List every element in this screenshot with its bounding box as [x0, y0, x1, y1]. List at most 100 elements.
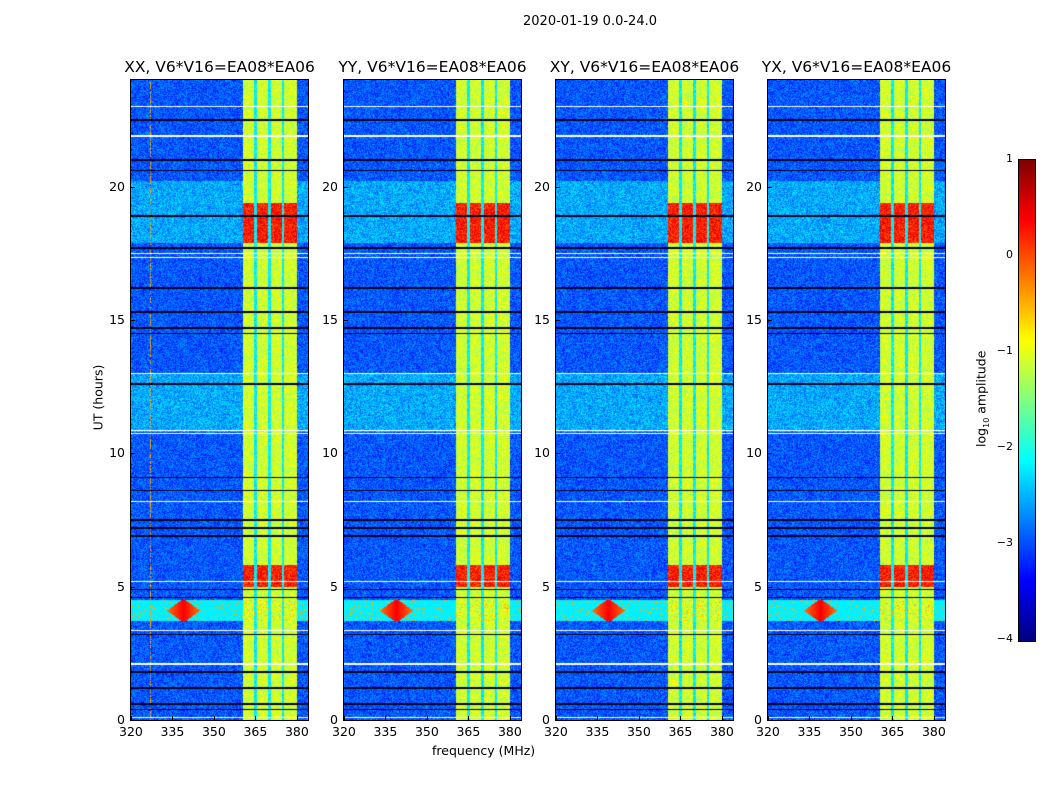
y-tick-label: 5 — [330, 578, 338, 594]
x-tick-mark — [892, 716, 894, 720]
x-tick-mark — [426, 716, 428, 720]
y-tick-mark — [344, 320, 348, 321]
x-tick-label: 350 — [414, 724, 439, 739]
y-tick-label: 10 — [109, 445, 125, 461]
colorbar — [1018, 159, 1036, 642]
x-tick-label: 365 — [880, 724, 905, 739]
y-tick-label: 5 — [542, 578, 550, 594]
y-tick-label: 20 — [322, 178, 338, 194]
x-tick-mark — [172, 716, 174, 720]
x-tick-mark — [344, 716, 345, 720]
colorbar-tick-label: −1 — [996, 344, 1013, 357]
x-tick-label: 335 — [160, 724, 185, 739]
x-axis-label: frequency (MHz) — [432, 743, 536, 758]
x-tick-label: 320 — [332, 724, 356, 739]
y-tick-mark — [556, 586, 560, 588]
spectrogram-panel — [555, 79, 734, 721]
x-tick-mark — [213, 716, 215, 720]
x-tick-label: 335 — [797, 724, 822, 739]
x-tick-label: 320 — [544, 724, 568, 739]
colorbar-label: log10 amplitude — [973, 350, 991, 447]
y-tick-mark — [768, 453, 772, 455]
colorbar-tick-label: −3 — [996, 536, 1013, 549]
y-tick-label: 5 — [117, 578, 125, 594]
x-tick-label: 350 — [838, 724, 863, 739]
x-tick-mark — [721, 716, 723, 720]
x-tick-label: 380 — [921, 724, 946, 739]
panel-title: XX, V6*V16=EA08*EA06 — [124, 58, 315, 76]
y-tick-label: 0 — [330, 712, 338, 727]
x-tick-mark — [768, 716, 769, 720]
colorbar-tick-label: 0 — [1006, 248, 1013, 261]
x-tick-label: 380 — [284, 724, 309, 739]
y-tick-mark — [131, 720, 135, 721]
y-tick-label: 10 — [322, 445, 338, 461]
x-tick-label: 350 — [626, 724, 651, 739]
y-tick-mark — [344, 453, 348, 455]
y-tick-mark — [344, 186, 348, 188]
x-tick-label: 365 — [243, 724, 268, 739]
y-axis-label: UT (hours) — [90, 364, 106, 431]
x-tick-label: 335 — [585, 724, 610, 739]
x-tick-label: 335 — [373, 724, 398, 739]
y-tick-label: 10 — [534, 445, 550, 461]
y-tick-label: 20 — [746, 178, 762, 194]
panel-title: YX, V6*V16=EA08*EA06 — [761, 58, 952, 76]
x-tick-mark — [255, 716, 257, 720]
y-tick-label: 10 — [746, 445, 762, 461]
x-tick-mark — [296, 716, 298, 720]
y-tick-label: 20 — [534, 178, 550, 194]
x-tick-mark — [509, 716, 511, 720]
figure-title: 2020-01-19 0.0-24.0 — [523, 14, 657, 29]
y-tick-mark — [768, 320, 772, 321]
y-tick-mark — [768, 720, 772, 721]
y-tick-mark — [131, 320, 135, 321]
spectrogram-panel — [767, 79, 946, 721]
x-tick-mark — [385, 716, 387, 720]
x-tick-label: 320 — [119, 724, 143, 739]
y-tick-mark — [556, 720, 560, 721]
x-tick-label: 365 — [456, 724, 481, 739]
y-tick-mark — [556, 186, 560, 188]
y-tick-mark — [768, 586, 772, 588]
y-tick-label: 0 — [117, 712, 125, 727]
spectrogram-panel — [343, 79, 522, 721]
x-tick-mark — [809, 716, 811, 720]
x-tick-label: 380 — [709, 724, 734, 739]
y-tick-mark — [556, 320, 560, 321]
y-tick-mark — [344, 720, 348, 721]
x-tick-mark — [680, 716, 682, 720]
spectrogram-heatmap — [556, 80, 733, 720]
spectrogram-panel — [130, 79, 309, 721]
colorbar-tick-label: −4 — [996, 632, 1013, 645]
panel-title: YY, V6*V16=EA08*EA06 — [338, 58, 527, 76]
y-tick-label: 15 — [322, 312, 338, 327]
y-tick-label: 15 — [109, 312, 125, 327]
y-tick-mark — [768, 186, 772, 188]
x-tick-label: 365 — [668, 724, 693, 739]
x-tick-label: 380 — [497, 724, 522, 739]
x-tick-mark — [850, 716, 852, 720]
y-tick-mark — [556, 453, 560, 455]
x-tick-label: 350 — [201, 724, 226, 739]
x-tick-label: 320 — [756, 724, 780, 739]
x-tick-mark — [597, 716, 599, 720]
y-tick-mark — [131, 586, 135, 588]
y-tick-label: 20 — [109, 178, 125, 194]
y-tick-mark — [344, 586, 348, 588]
x-tick-mark — [131, 716, 132, 720]
x-tick-mark — [638, 716, 640, 720]
colorbar-tick-label: −2 — [996, 440, 1013, 453]
y-tick-mark — [131, 453, 135, 455]
panel-title: XY, V6*V16=EA08*EA06 — [549, 58, 740, 76]
x-tick-mark — [468, 716, 470, 720]
colorbar-gradient — [1019, 160, 1035, 641]
x-tick-mark — [933, 716, 935, 720]
spectrogram-heatmap — [344, 80, 521, 720]
x-tick-mark — [556, 716, 557, 720]
y-tick-mark — [131, 186, 135, 188]
spectrogram-heatmap — [768, 80, 945, 720]
spectrogram-heatmap — [131, 80, 308, 720]
colorbar-tick-label: 1 — [1006, 152, 1013, 165]
